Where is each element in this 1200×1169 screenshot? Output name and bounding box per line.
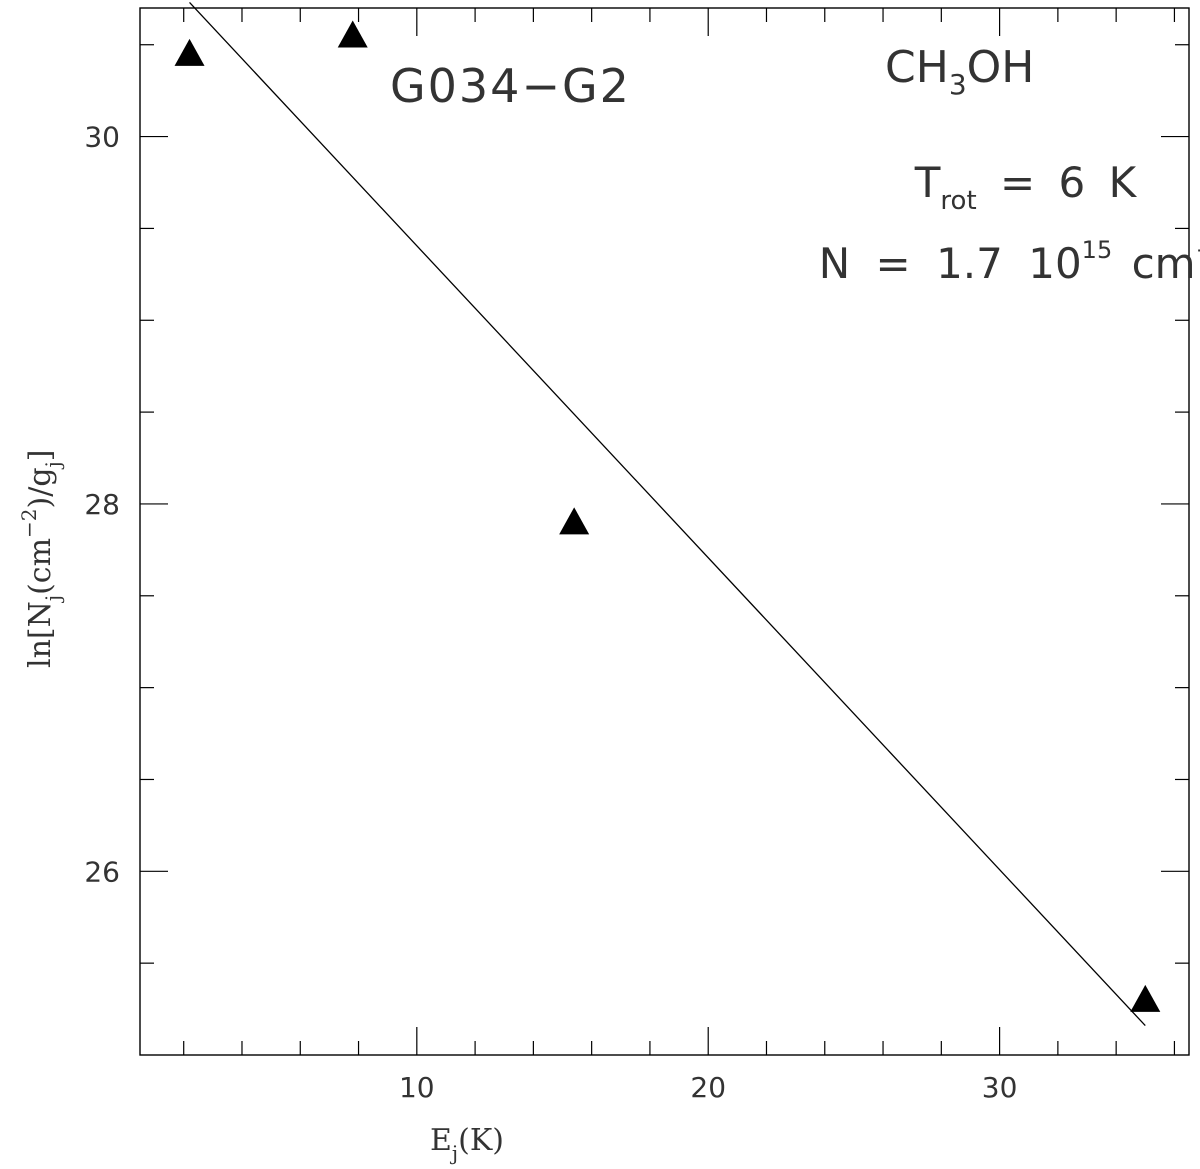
x-tick-label: 30 xyxy=(982,1071,1018,1104)
data-point xyxy=(174,38,205,66)
trot-label: Trot = 6 K xyxy=(848,158,1176,216)
y-axis-label-sup: −2 xyxy=(17,508,41,537)
data-point xyxy=(559,507,590,535)
y-axis-label-mid2: )/g xyxy=(23,467,58,508)
y-axis-label-pre: ln[N xyxy=(23,601,58,668)
x-tick-label: 10 xyxy=(399,1071,435,1104)
y-tick-label: 30 xyxy=(84,121,120,154)
y-axis-label-sub: j xyxy=(41,595,65,603)
column-pre: N = 1.7 10 xyxy=(819,239,1082,288)
x-tick-label: 20 xyxy=(690,1071,726,1104)
molecule-main: CH xyxy=(885,42,949,93)
column-sup2: −2 xyxy=(1196,236,1200,264)
y-axis-label: ln[Nj(cm−2)/gj] xyxy=(17,450,65,668)
column-density-label: N = 1.7 1015 cm−2 xyxy=(752,219,1200,288)
y-tick-label: 28 xyxy=(84,488,120,521)
y-axis-label-mid: (cm xyxy=(23,538,58,595)
column-sup: 15 xyxy=(1082,236,1113,264)
fit-line xyxy=(189,2,1146,1027)
axis-ticks xyxy=(140,8,1189,1055)
data-points xyxy=(174,20,1161,1012)
x-axis-label-pre: E xyxy=(430,1123,452,1158)
molecule-tail: OH xyxy=(967,42,1035,93)
y-axis-label-sub2: j xyxy=(41,461,65,469)
molecule-label: CH3OH xyxy=(885,42,1034,101)
x-axis-label-post: (K) xyxy=(458,1123,504,1158)
plot-frame xyxy=(139,7,1190,1056)
column-post: cm xyxy=(1112,239,1195,288)
x-axis-label-sub: j xyxy=(450,1141,458,1165)
y-tick-label: 26 xyxy=(84,855,120,888)
x-axis-label: Ej(K) xyxy=(430,1123,504,1165)
trot-sub: rot xyxy=(940,186,976,216)
data-point xyxy=(337,20,368,48)
trot-post: = 6 K xyxy=(977,158,1138,207)
source-label: G034−G2 xyxy=(390,59,631,113)
trot-pre: T xyxy=(914,158,941,207)
molecule-sub: 3 xyxy=(949,68,967,101)
y-axis-label-post: ] xyxy=(23,450,58,462)
data-point xyxy=(1130,984,1161,1012)
tick-labels: 10 20 30 26 28 30 xyxy=(84,121,1017,1104)
